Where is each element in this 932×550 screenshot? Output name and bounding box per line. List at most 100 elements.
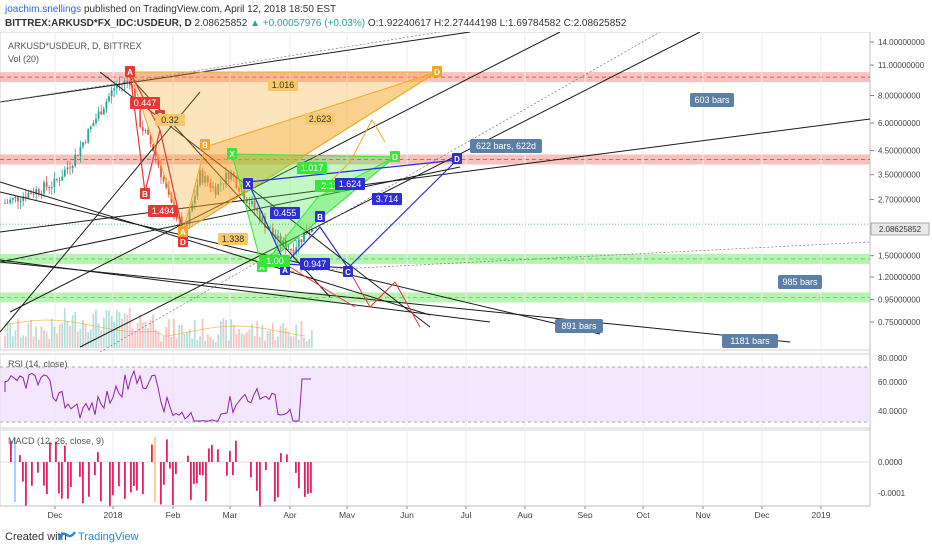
ratio-213: 2.13 — [321, 181, 339, 191]
candle-body — [154, 151, 157, 156]
candle-body — [69, 167, 71, 169]
volume-bar — [19, 337, 22, 348]
macd-hist-bar — [49, 442, 51, 462]
candle-body — [303, 232, 305, 242]
candle-body — [79, 146, 82, 156]
macd-axis: 0.0000 -0.0001 — [878, 458, 906, 498]
macd-hist-bar — [82, 462, 84, 504]
volume-bar — [74, 312, 77, 348]
candle-body — [84, 142, 87, 144]
author-link[interactable]: joachim.snellings — [5, 4, 82, 15]
candle-body — [24, 196, 27, 199]
volume-bar — [110, 315, 113, 348]
macd-hist-bar — [175, 462, 177, 474]
volume-bar — [222, 318, 225, 348]
macd-hist-bar — [187, 455, 189, 462]
point-d-orange-label: D — [434, 68, 440, 77]
candle-body — [256, 209, 259, 212]
point-b-red-marker — [140, 188, 150, 199]
macd-hist-bar — [208, 448, 210, 462]
candle-body — [89, 126, 92, 130]
volume-bar — [136, 322, 139, 348]
candle-body — [147, 130, 149, 135]
volume-bar — [219, 321, 222, 348]
volume-bar — [271, 323, 274, 348]
time-axis[interactable]: Dec 2018 Feb Mar Apr May Jun Jul Aug Sep Oct Nov Dec… — [0, 505, 870, 518]
symbol[interactable]: BITTREX:ARKUSD*FX_IDC:USDEUR, D — [5, 18, 192, 29]
blue-pattern-leg — [247, 181, 286, 265]
candle-body — [22, 196, 25, 202]
macd-hist-bar — [295, 462, 297, 473]
macd-hist-bar — [109, 462, 111, 507]
trend-line — [0, 261, 791, 343]
candle-body — [56, 178, 58, 180]
volume-bar — [30, 319, 32, 348]
volume-bar — [188, 329, 191, 348]
volume-bar — [173, 318, 175, 348]
time-tick-label: Oct — [636, 510, 650, 518]
blue-pattern-leg — [247, 159, 458, 183]
candle-body — [126, 80, 129, 82]
volume-bar — [303, 337, 305, 348]
time-tick-label: 2018 — [104, 510, 123, 518]
ratio-0447: 0.447 — [134, 98, 157, 108]
trend-line — [0, 91, 201, 333]
candle-body — [76, 154, 79, 156]
time-tick-label: Apr — [283, 510, 296, 518]
footer: Created with TradingView — [0, 526, 932, 550]
macd-hist-bar — [274, 462, 276, 502]
volume-bar — [141, 322, 144, 348]
harmonic-patterns: ACBDABDXADXABCD1.0162.6230.4471.4941.338… — [125, 66, 822, 348]
macd-hist-bar — [70, 462, 72, 487]
volume-bar — [92, 313, 95, 348]
volume-bar — [193, 319, 196, 348]
legend-vol: Vol (20) — [8, 54, 39, 64]
volume-bar — [212, 339, 214, 348]
volume-bar — [308, 339, 311, 348]
volume-bar — [115, 310, 118, 348]
volume-bar — [69, 325, 71, 348]
candle-body — [82, 142, 84, 147]
macd-hist-bar — [88, 462, 90, 497]
volume-bar — [89, 329, 92, 348]
blue-pattern-leg — [319, 226, 349, 269]
price-axis[interactable]: 14.00000000 11.00000000 8.00000000 6.000000… — [870, 38, 925, 327]
ratio-1017: 1.017 — [301, 163, 324, 173]
volume-bar — [113, 322, 116, 348]
candle-body — [144, 130, 147, 131]
candle-body — [141, 127, 144, 131]
ratio-100-box — [260, 255, 290, 267]
red-projection-arrow — [289, 266, 331, 293]
ratio-1016: 1.016 — [272, 80, 295, 90]
point-b-red-label: B — [142, 190, 148, 199]
volume-bar — [266, 331, 269, 348]
volume-bar — [149, 319, 152, 348]
candle-body — [284, 239, 287, 250]
candle-body — [105, 101, 108, 109]
ratio-1338-box — [218, 233, 248, 245]
candle-body — [188, 211, 191, 225]
created-with: Created with — [5, 531, 67, 543]
candle-body — [300, 239, 303, 242]
volume-bar — [147, 328, 149, 348]
chart-area[interactable]: ACBDABDXADXABCD1.0162.6230.4471.4941.338… — [0, 32, 932, 518]
tradingview-brand[interactable]: TradingView — [78, 531, 139, 543]
ratio-1494-box — [148, 205, 178, 217]
bar-count-891: 891 bars — [561, 321, 597, 331]
volume-bar — [160, 341, 162, 348]
macd-hist-bar — [196, 462, 198, 484]
volume-bar — [14, 330, 17, 348]
volume-bar — [95, 309, 97, 348]
candle-body — [295, 247, 298, 254]
candle-body — [48, 187, 51, 189]
macd-hist-bar — [163, 462, 165, 485]
candle-body — [193, 196, 196, 204]
point-d-orange-marker — [432, 66, 442, 77]
candle-body — [110, 90, 113, 97]
candle-body — [292, 250, 295, 254]
volume-bar — [76, 331, 79, 348]
volume-bar — [154, 329, 157, 348]
candle-body — [17, 196, 19, 202]
volume-bar — [56, 333, 58, 348]
macd-hist-bar — [304, 462, 306, 497]
